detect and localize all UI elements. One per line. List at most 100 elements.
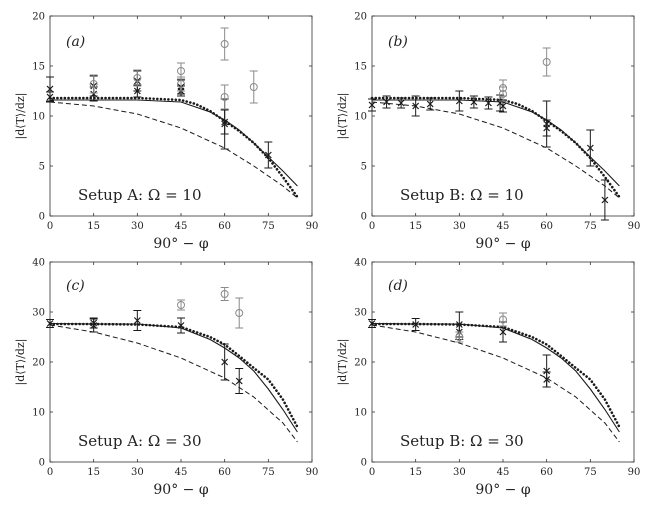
data-point-cross xyxy=(90,90,98,98)
curve-dotted xyxy=(48,322,299,429)
curve-solid xyxy=(372,99,620,187)
x-tick-label: 90 xyxy=(306,467,319,478)
data-point-cross xyxy=(133,87,141,95)
curve-solid xyxy=(49,322,298,433)
data-point-cross xyxy=(264,151,272,159)
y-tick-label: 0 xyxy=(361,212,367,223)
x-tick-label: 90 xyxy=(306,221,319,232)
y-tick-label: 15 xyxy=(354,62,367,73)
curve-dashed xyxy=(371,324,620,443)
x-tick-label: 30 xyxy=(453,467,466,478)
panel-b: 0 15 30 45 60 75 90 0 5 10 15 20 90° − φ |d⟨T⟩/dz| (b)… xyxy=(336,12,640,253)
data-point-cross xyxy=(235,377,243,385)
data-point-cross xyxy=(543,367,551,375)
data-point-circle xyxy=(220,40,229,48)
panel-label: (a) xyxy=(66,34,85,50)
y-tick-label: 20 xyxy=(354,358,367,369)
x-tick-label: 45 xyxy=(175,467,188,478)
y-tick-label: 20 xyxy=(354,12,367,23)
y-tick-label: 10 xyxy=(32,408,45,419)
x-tick-label: 15 xyxy=(87,221,100,232)
x-tick-label: 75 xyxy=(584,221,597,232)
x-tick-label: 75 xyxy=(584,467,597,478)
panel-annotation: Setup B: Ω = 10 xyxy=(400,186,524,204)
x-tick-label: 45 xyxy=(175,221,188,232)
data-point-cross xyxy=(499,328,507,336)
x-tick-label: 60 xyxy=(540,467,553,478)
panel-a: 0 15 30 45 60 75 90 0 5 10 15 20 90° − φ |d⟨T⟩/dz| (a)… xyxy=(14,12,318,253)
data-point-cross xyxy=(426,100,434,108)
data-point-cross xyxy=(133,317,141,324)
panel-label: (d) xyxy=(388,278,408,294)
curve-dashed xyxy=(49,101,298,199)
x-tick-label: 45 xyxy=(497,467,510,478)
x-tick-label: 0 xyxy=(47,221,53,232)
data-point-circle xyxy=(542,58,551,66)
data-point-circle xyxy=(455,333,464,341)
x-tick-label: 0 xyxy=(369,221,375,232)
curve-dotted xyxy=(370,96,621,199)
data-point-cross xyxy=(412,321,420,328)
data-point-cross xyxy=(601,196,609,204)
panel-c: 0 15 30 45 60 75 90 0 10 20 30 40 90° − φ |d⟨T⟩/dz| (c… xyxy=(14,258,318,499)
x-tick-label: 30 xyxy=(131,221,144,232)
data-point-cross xyxy=(412,102,420,110)
y-tick-label: 20 xyxy=(32,12,45,23)
y-tick-label: 5 xyxy=(39,162,45,173)
x-tick-label: 90 xyxy=(628,221,641,232)
curve-dotted xyxy=(48,96,299,199)
x-tick-label: 60 xyxy=(218,467,231,478)
panel-label: (c) xyxy=(66,278,85,294)
data-point-circle xyxy=(499,315,507,324)
data-point-cross xyxy=(383,98,390,106)
y-tick-label: 0 xyxy=(39,212,45,223)
y-tick-label: 30 xyxy=(354,308,367,319)
panel-annotation: Setup A: Ω = 30 xyxy=(78,432,202,450)
x-axis-label: 90° − φ xyxy=(153,482,208,498)
x-axis-label: 90° − φ xyxy=(153,236,208,252)
data-point-cross xyxy=(46,93,54,101)
panel-d: 0 15 30 45 60 75 90 0 10 20 30 40 90° − φ |d⟨T⟩/dz| (d… xyxy=(336,258,640,499)
y-tick-label: 10 xyxy=(354,408,367,419)
y-tick-label: 5 xyxy=(361,162,367,173)
y-tick-label: 0 xyxy=(361,458,367,469)
x-tick-label: 90 xyxy=(628,467,641,478)
data-point-cross xyxy=(46,85,54,93)
data-point-circle xyxy=(177,67,185,75)
curve-dashed xyxy=(371,101,620,199)
data-point-cross xyxy=(177,322,185,329)
y-tick-label: 15 xyxy=(32,62,45,73)
data-point-circle xyxy=(133,74,142,82)
data-point-cross xyxy=(368,320,376,327)
y-tick-label: 20 xyxy=(32,358,45,369)
data-point-cross xyxy=(586,144,594,152)
x-tick-label: 0 xyxy=(369,467,375,478)
data-point-cross xyxy=(368,101,376,109)
data-point-cross xyxy=(543,124,551,132)
data-point-circle xyxy=(220,93,229,101)
y-tick-label: 30 xyxy=(32,308,45,319)
panel-annotation: Setup B: Ω = 30 xyxy=(400,432,524,450)
data-point-circle xyxy=(249,83,258,91)
data-point-cross xyxy=(221,358,229,366)
curve-dashed xyxy=(49,324,298,443)
data-point-cross xyxy=(485,99,492,107)
data-point-cross xyxy=(543,376,551,383)
x-tick-label: 60 xyxy=(540,221,553,232)
y-axis-label: |d⟨T⟩/dz| xyxy=(336,339,350,386)
x-tick-label: 75 xyxy=(262,221,275,232)
data-point-circle xyxy=(89,80,98,88)
data-point-cross xyxy=(470,98,478,106)
x-tick-label: 45 xyxy=(497,221,510,232)
data-point-cross xyxy=(397,99,405,107)
data-point-circle xyxy=(177,301,185,309)
y-axis-label: |d⟨T⟩/dz| xyxy=(336,93,350,140)
y-tick-label: 40 xyxy=(32,258,45,269)
data-point-cross xyxy=(46,320,54,327)
x-tick-label: 60 xyxy=(218,221,231,232)
data-point-cross xyxy=(455,97,463,105)
data-point-circle xyxy=(235,309,244,317)
data-point-circle xyxy=(499,90,507,98)
